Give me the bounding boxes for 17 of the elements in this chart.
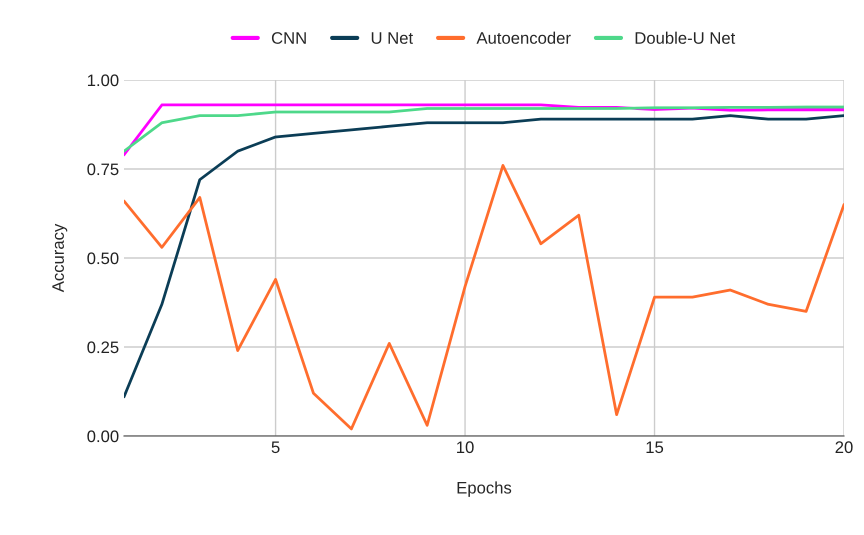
x-tick-label: 5 [272, 441, 280, 454]
legend-label: Double-U Net [636, 32, 736, 44]
legend-label: Autoencoder [476, 32, 571, 44]
legend-label: CNN [272, 32, 306, 44]
line-series [124, 114, 844, 398]
x-axis-title: Epochs [458, 481, 512, 497]
x-tick-label: 10 [457, 441, 474, 454]
x-tick-label: 15 [646, 441, 664, 454]
y-tick-label: 0.25 [87, 341, 118, 354]
x-tick-label: 20 [836, 441, 853, 454]
legend-label: U Net [372, 32, 413, 44]
y-tick-label: 0.00 [87, 430, 118, 442]
y-axis-title: Accuracy [52, 224, 68, 292]
line-series [124, 164, 844, 430]
y-tick-label: 1.00 [88, 74, 118, 86]
y-tick-label: 0.75 [87, 163, 118, 176]
y-tick-label: 0.50 [87, 252, 118, 264]
